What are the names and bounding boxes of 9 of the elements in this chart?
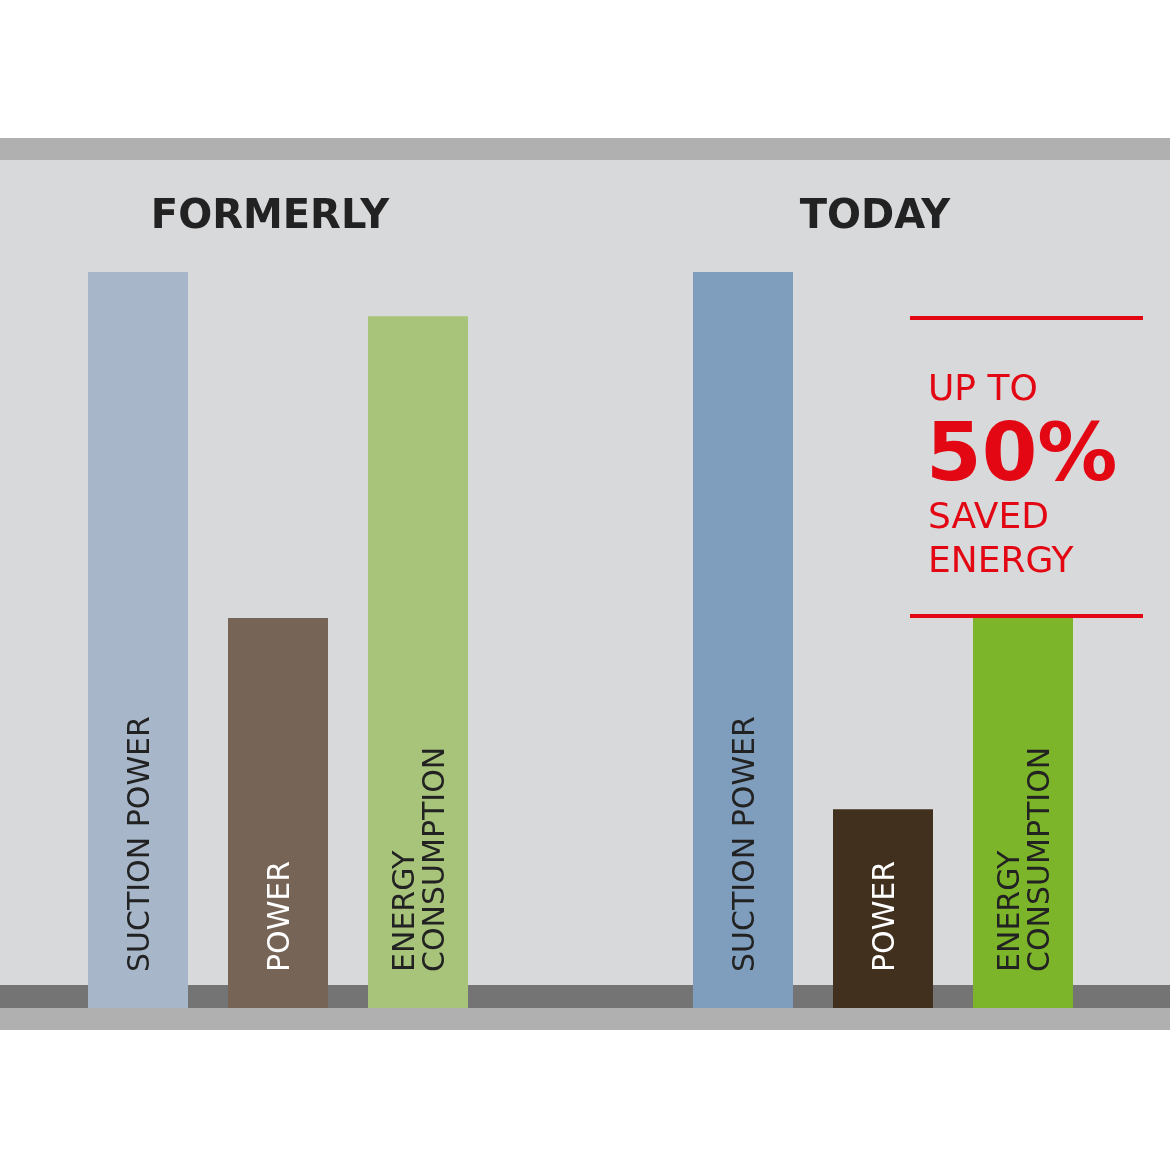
x-tick-label: POWER [866,860,901,972]
x-tick-label: ENERGY CONSUMPTION [386,746,451,972]
chart-title: TODAY [799,191,952,237]
annotation: UP TO [928,367,1038,408]
x-tick-label: SUCTION POWER [726,716,761,972]
x-tick-label: POWER [261,860,296,972]
x-tick-label: ENERGY CONSUMPTION [991,746,1056,972]
x-tick-label: SUCTION POWER [121,716,156,972]
chart-title: FORMERLY [150,191,391,237]
